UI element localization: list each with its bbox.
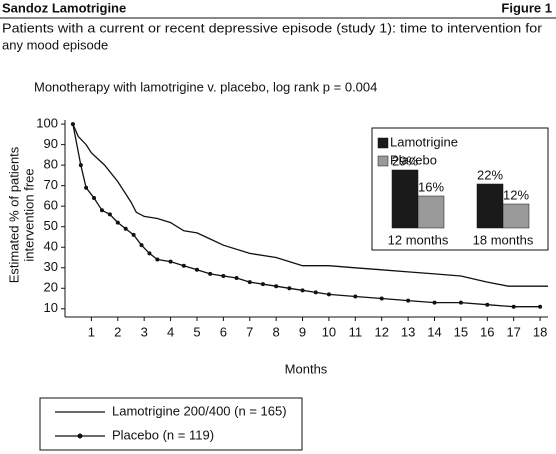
chart-title: Monotherapy with lamotrigine v. placebo,… [34,79,377,94]
y-axis-label: Estimated % of patients intervention fre… [6,146,36,283]
figure-label: Figure 1 [501,0,552,15]
series-marker [406,298,411,303]
bar [476,183,504,229]
x-tick-label: 14 [427,324,441,339]
x-tick-label: 10 [322,324,336,339]
legend-marker [77,433,83,439]
y-tick-label: 40 [44,239,58,254]
series-marker [432,300,437,305]
x-tick-label: 3 [141,324,148,339]
legend-swatch [377,137,389,149]
legend-label: Placebo [390,152,437,167]
y-tick-label: 50 [44,218,58,233]
series-marker [147,251,152,256]
y-tick-label: 10 [44,300,58,315]
series-marker [131,232,136,237]
series-marker [300,288,305,293]
bar-value-label: 22% [477,167,503,182]
series-marker [287,286,292,291]
series-marker [115,220,120,225]
bar-value-label: 12% [503,187,529,202]
x-tick-label: 16 [480,324,494,339]
y-axis-label-line: Estimated % of patients [6,146,21,283]
series-marker [208,271,213,276]
series-marker [511,304,516,309]
series-marker [107,212,112,217]
y-tick-label: 20 [44,280,58,295]
y-tick-label: 90 [44,136,58,151]
x-tick-label: 2 [114,324,121,339]
series-marker [181,263,186,268]
series-marker [99,208,104,213]
series-marker [78,163,83,168]
series-marker [234,276,239,281]
x-tick-label: 6 [220,324,227,339]
header-title: Sandoz Lamotrigine [2,0,126,15]
y-tick-label: 30 [44,259,58,274]
bar [391,169,419,229]
x-tick-label: 18 [533,324,547,339]
y-tick-label: 100 [36,116,58,131]
legend-box [39,397,303,451]
x-tick-label: 11 [349,324,363,339]
series-marker [313,290,318,295]
y-tick-label: 60 [44,198,58,213]
bar [417,195,445,229]
category-label: 18 months [473,232,534,247]
series-marker [123,226,128,231]
series-marker [221,273,226,278]
y-tick-label: 80 [44,157,58,172]
legend-label: Lamotrigine [390,134,458,149]
series-marker [194,267,199,272]
series-marker [458,300,463,305]
series-marker [168,259,173,264]
y-axis-label-line: intervention free [21,168,36,261]
series-line [72,123,548,287]
series-marker [139,243,144,248]
series-marker [92,195,97,200]
series-marker [84,185,89,190]
y-tick-label: 70 [44,177,58,192]
x-axis-label: Months [285,361,328,376]
series-marker [353,294,358,299]
series-marker [274,284,279,289]
inset-box [371,127,549,251]
series-marker [260,282,265,287]
x-tick-label: 1 [88,324,95,339]
legend-label: Placebo (n = 119) [112,427,214,442]
x-tick-label: 15 [454,324,468,339]
x-tick-label: 12 [374,324,388,339]
x-tick-label: 13 [401,324,415,339]
bar-value-label: 16% [418,179,444,194]
legend-label: Lamotrigine 200/400 (n = 165) [112,403,287,418]
series-marker [485,302,490,307]
bar-value-label: 29% [392,153,418,168]
series-marker [155,257,160,262]
series-marker [70,122,75,127]
x-tick-label: 17 [506,324,520,339]
x-tick-label: 4 [167,324,174,339]
series-marker [538,304,543,309]
x-tick-label: 5 [193,324,200,339]
series-marker [326,292,331,297]
series-marker [379,296,384,301]
x-tick-label: 7 [246,324,253,339]
category-label: 12 months [388,232,449,247]
subtitle-line: Patients with a current or recent depres… [2,20,543,35]
x-tick-label: 8 [273,324,280,339]
x-tick-label: 9 [299,324,306,339]
bar [502,203,530,229]
subtitle-line: any mood episode [2,37,108,52]
legend-swatch [377,155,389,167]
series-marker [247,280,252,285]
